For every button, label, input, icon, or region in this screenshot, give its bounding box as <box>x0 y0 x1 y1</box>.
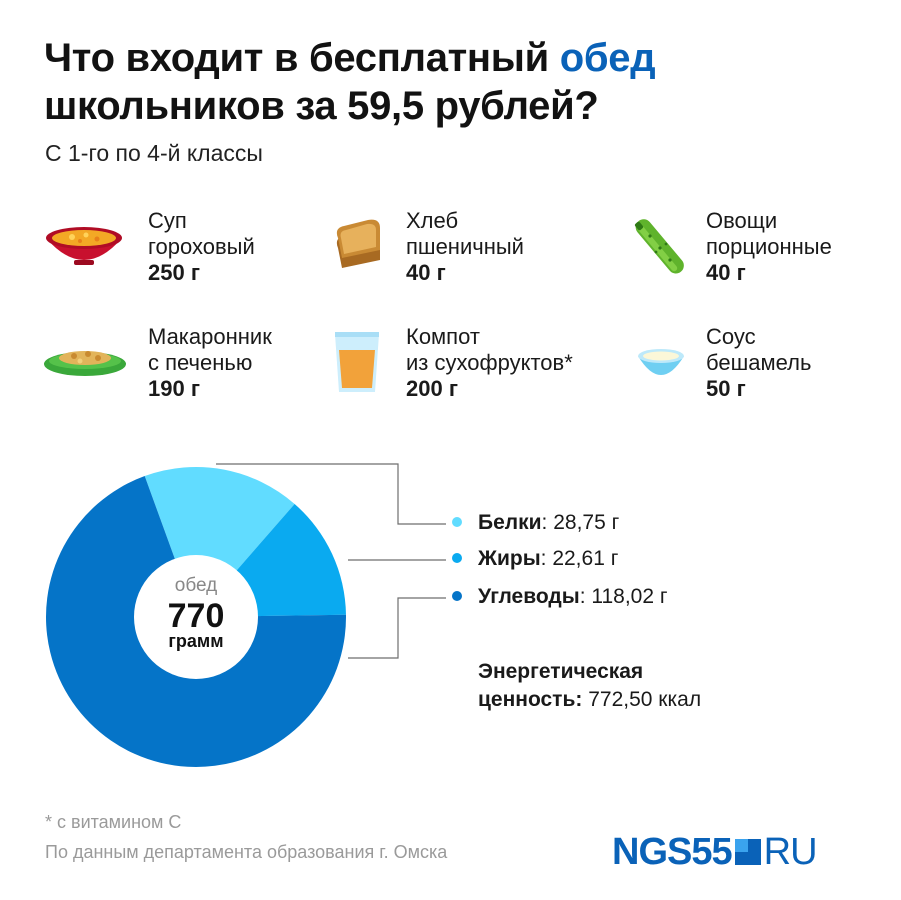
menu-item-name: Суп гороховый <box>148 208 255 259</box>
menu-item-soup: Суп гороховый 250 г <box>148 208 255 286</box>
menu-item-compote: Компот из сухофруктов* 200 г <box>406 324 573 402</box>
nutrition-donut-chart: обед 770 грамм <box>45 463 446 767</box>
menu-item-name: Овощи порционные <box>706 208 832 259</box>
sauce-bowl-icon <box>638 349 684 375</box>
center-label-top: обед <box>175 575 217 596</box>
page-title: Что входит в бесплатный обед школьников з… <box>44 36 656 128</box>
legend-label: Белки <box>478 511 542 534</box>
legend-dot <box>452 553 462 563</box>
title-accent: обед <box>559 36 656 80</box>
legend-item-protein: Белки: 28,75 г <box>452 510 619 536</box>
legend-label: Углеводы <box>478 585 580 608</box>
menu-item-name: Соус бешамель <box>706 324 812 375</box>
energy-value: Энергетическая ценность: 772,50 ккал <box>478 660 702 711</box>
donut-slice-0 <box>144 467 295 617</box>
menu-item-weight: 40 г <box>706 260 746 285</box>
menu-item-name: Макаронник с печенью <box>148 324 272 375</box>
menu-item-weight: 250 г <box>148 260 200 285</box>
ngs55-logo: NGS55 RU <box>612 831 818 873</box>
legend-value: 28,75 г <box>553 511 620 534</box>
menu-item-name: Хлеб пшеничный <box>406 208 524 259</box>
menu-item-name: Компот из сухофруктов* <box>406 324 573 375</box>
soup-bowl-icon <box>46 227 122 265</box>
menu-item-bread: Хлеб пшеничный 40 г <box>406 208 524 286</box>
legend-dot <box>452 517 462 527</box>
compote-glass-icon <box>335 332 379 392</box>
legend-label: Жиры <box>478 547 541 570</box>
source-note: По данным департамента образования г. Ом… <box>45 842 448 862</box>
menu-item-pasta: Макаронник с печенью 190 г <box>148 324 272 402</box>
menu-item-weight: 200 г <box>406 376 458 401</box>
menu-item-weight: 40 г <box>406 260 446 285</box>
center-label-bottom: грамм <box>168 631 223 651</box>
legend-value: 22,61 г <box>552 547 619 570</box>
legend-connector-0 <box>216 463 446 525</box>
pasta-plate-icon <box>44 351 126 376</box>
menu-item-weight: 50 г <box>706 376 746 401</box>
menu-item-vegetables: Овощи порционные 40 г <box>706 208 832 286</box>
legend-dot <box>452 591 462 601</box>
legend-item-fat: Жиры: 22,61 г <box>452 546 618 572</box>
center-value: 770 <box>168 597 225 635</box>
legend-value: 118,02 г <box>591 585 668 608</box>
donut-center <box>134 555 258 679</box>
cucumber-icon <box>634 219 684 274</box>
bread-icon <box>336 219 380 268</box>
footnote: * с витамином С <box>45 812 182 832</box>
logo-square-icon <box>734 839 761 865</box>
menu-item-weight: 190 г <box>148 376 200 401</box>
legend-item-carbs: Углеводы: 118,02 г <box>452 584 668 610</box>
legend-connector-2 <box>348 597 446 659</box>
menu-item-sauce: Соус бешамель 50 г <box>706 324 811 402</box>
page-subtitle: С 1-го по 4-й классы <box>45 140 263 166</box>
